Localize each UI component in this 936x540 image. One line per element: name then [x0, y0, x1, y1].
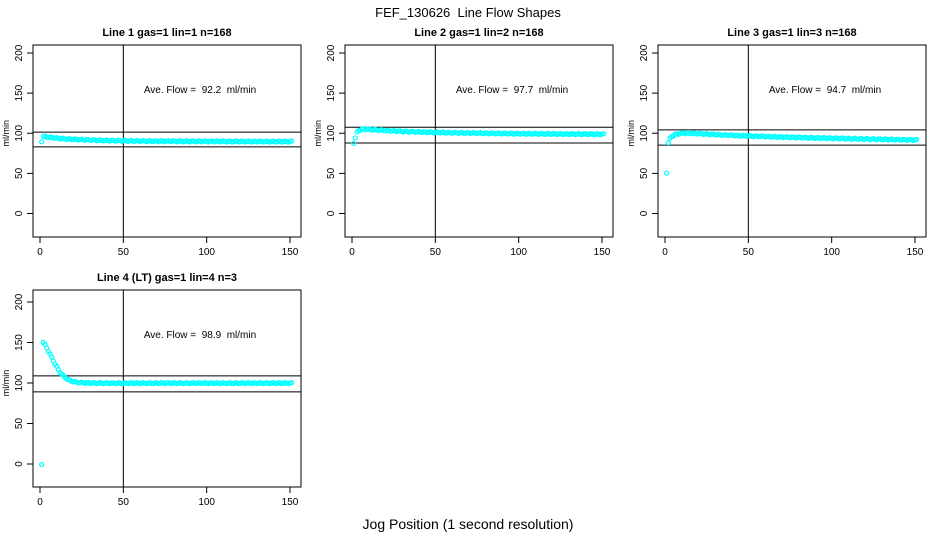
svg-text:150: 150 — [639, 84, 650, 101]
svg-text:0: 0 — [639, 210, 650, 216]
figure-title: FEF_130626 Line Flow Shapes — [375, 5, 561, 20]
svg-text:200: 200 — [14, 44, 25, 61]
svg-text:150: 150 — [282, 497, 299, 508]
svg-text:50: 50 — [430, 247, 442, 258]
y-axis-label: ml/min — [1, 370, 11, 397]
svg-text:0: 0 — [14, 461, 25, 467]
svg-text:50: 50 — [14, 167, 25, 179]
svg-text:50: 50 — [639, 167, 650, 179]
panel-title: Line 1 gas=1 lin=1 n=168 — [102, 27, 232, 39]
svg-text:100: 100 — [639, 124, 650, 141]
y-axis-label: ml/min — [626, 120, 636, 147]
svg-text:0: 0 — [662, 247, 668, 258]
svg-text:150: 150 — [14, 334, 25, 351]
panel-title: Line 4 (LT) gas=1 lin=4 n=3 — [96, 272, 238, 284]
svg-text:200: 200 — [14, 293, 25, 310]
svg-text:100: 100 — [198, 497, 215, 508]
panel-title: Line 2 gas=1 lin=2 n=168 — [414, 27, 544, 39]
plot-svg: 0 50 100 150 0 50 100 150 200 ml/min — [626, 44, 927, 258]
ave-flow-annotation: Ave. Flow = 92.2 ml/min — [143, 85, 257, 96]
svg-text:0: 0 — [14, 210, 25, 216]
svg-text:50: 50 — [743, 247, 755, 258]
ave-flow-annotation: Ave. Flow = 97.7 ml/min — [455, 85, 569, 96]
svg-text:0: 0 — [37, 497, 43, 508]
svg-text:100: 100 — [823, 247, 840, 258]
svg-text:150: 150 — [326, 84, 337, 101]
y-axis-label: ml/min — [313, 120, 323, 147]
svg-text:150: 150 — [594, 247, 611, 258]
svg-text:100: 100 — [510, 247, 527, 258]
svg-text:150: 150 — [282, 247, 299, 258]
plot-svg: 0 50 100 150 0 50 100 150 200 ml/min — [313, 44, 614, 258]
svg-text:50: 50 — [118, 497, 130, 508]
svg-text:100: 100 — [198, 247, 215, 258]
ave-flow-annotation: Ave. Flow = 98.9 ml/min — [143, 330, 257, 341]
svg-text:150: 150 — [907, 247, 924, 258]
plot-svg: 0 50 100 150 0 50 100 150 200 ml/min — [1, 289, 302, 508]
panel-line-1: Line 1 gas=1 lin=1 n=168 Ave. Flow = 92.… — [0, 25, 312, 270]
svg-text:0: 0 — [37, 247, 43, 258]
panel-title: Line 3 gas=1 lin=3 n=168 — [727, 27, 857, 39]
svg-text:50: 50 — [326, 167, 337, 179]
ave-flow-annotation: Ave. Flow = 94.7 ml/min — [768, 85, 882, 96]
svg-text:200: 200 — [639, 44, 650, 61]
svg-text:50: 50 — [14, 418, 25, 430]
svg-text:150: 150 — [14, 84, 25, 101]
svg-text:100: 100 — [14, 124, 25, 141]
svg-text:0: 0 — [349, 247, 355, 258]
panel-line-2: Line 2 gas=1 lin=2 n=168 Ave. Flow = 97.… — [312, 25, 624, 270]
svg-text:100: 100 — [326, 124, 337, 141]
svg-text:0: 0 — [326, 210, 337, 216]
x-axis-label: Jog Position (1 second resolution) — [362, 516, 574, 532]
svg-text:200: 200 — [326, 44, 337, 61]
svg-text:50: 50 — [118, 247, 130, 258]
panel-line-4: Line 4 (LT) gas=1 lin=4 n=3 Ave. Flow = … — [0, 270, 312, 515]
y-axis-label: ml/min — [1, 120, 11, 147]
svg-text:100: 100 — [14, 374, 25, 391]
plot-svg: 0 50 100 150 0 50 100 150 200 ml/min — [1, 44, 302, 258]
panel-line-3: Line 3 gas=1 lin=3 n=168 Ave. Flow = 94.… — [625, 25, 936, 270]
